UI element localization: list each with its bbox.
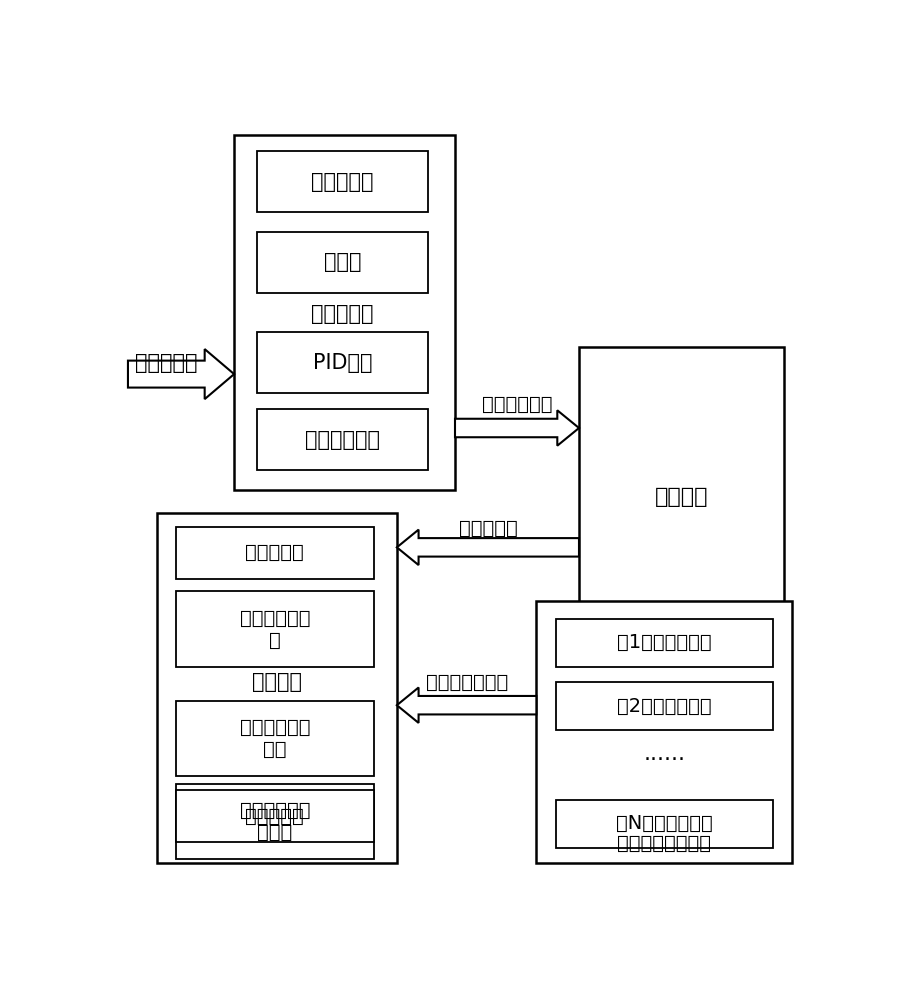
Text: PID控制: PID控制 [312,353,372,373]
Bar [257,409,427,470]
Text: ......: ...... [642,744,684,764]
Bar [176,701,374,776]
Text: 轴1位置传感装置: 轴1位置传感装置 [616,633,711,652]
Text: 伺服单元: 伺服单元 [655,487,708,507]
Text: 轴传感装置计数: 轴传感装置计数 [425,673,507,692]
Bar [157,513,396,863]
Bar [257,332,427,393]
Bar [257,151,427,212]
Polygon shape [396,530,578,565]
Bar [555,800,772,848]
Text: 轴运动控制: 轴运动控制 [311,304,374,324]
Text: 轴运动规划: 轴运动规划 [311,172,374,192]
Text: 驱动速度计算: 驱动速度计算 [305,430,380,450]
Polygon shape [128,349,234,399]
Bar [176,790,374,842]
Polygon shape [455,410,578,446]
Text: 轴控制: 轴控制 [323,252,361,272]
Text: 数据采集: 数据采集 [251,672,302,692]
Bar [176,527,374,579]
Polygon shape [396,687,536,723]
Bar [555,619,772,667]
Bar [536,601,792,863]
Bar [555,682,772,730]
Bar [257,232,427,293]
Bar [234,135,455,490]
Text: 驱动速度指令: 驱动速度指令 [481,395,552,414]
Bar [176,591,374,667]
Bar [578,347,783,647]
Text: 轴2位置传感装置: 轴2位置传感装置 [616,696,711,715]
Text: 轴位置反馈修
正量: 轴位置反馈修 正量 [240,718,310,759]
Text: 编码器计数: 编码器计数 [458,519,517,538]
Text: 电机反馈轴位
置偏移: 电机反馈轴位 置偏移 [240,801,310,842]
Text: 轴实际位置: 轴实际位置 [245,543,304,562]
Bar [176,784,374,859]
Text: 外接位置传感装置: 外接位置传感装置 [617,834,711,853]
Text: 轴运动指令: 轴运动指令 [135,353,197,373]
Text: 电机反馈轴位
置: 电机反馈轴位 置 [240,608,310,649]
Text: 轴N位置传感装置: 轴N位置传感装置 [615,814,711,833]
Text: 轴随动误差: 轴随动误差 [245,807,304,826]
